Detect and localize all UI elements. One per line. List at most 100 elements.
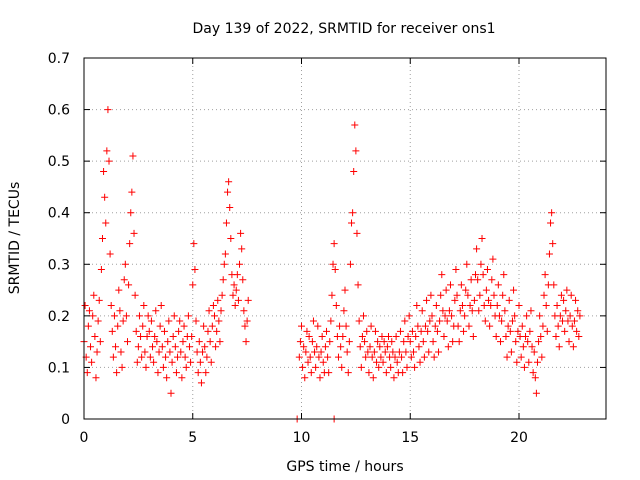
data-point (414, 322, 422, 330)
data-point (175, 327, 183, 335)
data-point (454, 322, 462, 330)
data-point (178, 374, 186, 382)
data-point (195, 338, 203, 346)
data-point (103, 147, 111, 155)
data-point (130, 229, 138, 237)
data-point (564, 317, 572, 325)
data-point (110, 312, 118, 320)
data-point (537, 332, 545, 340)
data-point (565, 338, 573, 346)
data-point (436, 317, 444, 325)
data-point (388, 338, 396, 346)
data-point (458, 302, 466, 310)
data-point (344, 369, 352, 377)
data-point (435, 348, 443, 356)
data-point (202, 369, 210, 377)
data-point (501, 307, 509, 315)
data-point (373, 358, 381, 366)
data-point (432, 302, 440, 310)
data-point (475, 307, 483, 315)
data-point (169, 332, 177, 340)
x-tick-label: 10 (293, 430, 311, 446)
data-point (215, 317, 223, 325)
data-point (156, 322, 164, 330)
data-point (517, 353, 525, 361)
data-point (180, 322, 188, 330)
data-point (114, 322, 122, 330)
data-point (231, 302, 239, 310)
data-point (232, 286, 240, 294)
data-point (508, 317, 516, 325)
data-point (443, 317, 451, 325)
data-point (374, 338, 382, 346)
data-point (531, 374, 539, 382)
data-point (152, 307, 160, 315)
data-point (170, 312, 178, 320)
data-point (369, 374, 377, 382)
data-point (411, 363, 419, 371)
data-point (477, 260, 485, 268)
data-point (337, 343, 345, 351)
data-point (184, 312, 192, 320)
data-point (489, 255, 497, 263)
data-point (562, 307, 570, 315)
data-point (420, 353, 428, 361)
data-point (197, 379, 205, 387)
data-point (377, 353, 385, 361)
data-point (550, 281, 558, 289)
data-point (520, 363, 528, 371)
data-point (101, 193, 109, 201)
data-point (238, 245, 246, 253)
data-point (128, 188, 136, 196)
y-tick-label: 0 (61, 412, 70, 428)
data-point (149, 343, 157, 351)
data-point (174, 353, 182, 361)
data-point (190, 240, 198, 248)
data-point (523, 312, 531, 320)
x-axis-label: GPS time / hours (286, 459, 403, 475)
data-point (157, 302, 165, 310)
data-point (159, 363, 167, 371)
data-point (312, 363, 320, 371)
data-point (430, 353, 438, 361)
data-point (389, 348, 397, 356)
data-point (548, 209, 556, 217)
data-point (358, 332, 366, 340)
data-point (139, 322, 147, 330)
data-point (441, 312, 449, 320)
data-point (132, 327, 140, 335)
data-point (192, 317, 200, 325)
data-point (465, 322, 473, 330)
data-point (463, 260, 471, 268)
data-point (201, 343, 209, 351)
data-point (177, 348, 185, 356)
data-point (392, 332, 400, 340)
data-point (164, 338, 172, 346)
data-point (542, 302, 550, 310)
data-point (200, 322, 208, 330)
data-point (308, 338, 316, 346)
data-point (317, 348, 325, 356)
data-point (115, 286, 123, 294)
data-point (137, 332, 145, 340)
data-point (331, 265, 339, 273)
data-point (328, 291, 336, 299)
data-point (494, 281, 502, 289)
data-point (97, 265, 105, 273)
plot-frame (83, 57, 607, 420)
data-point (354, 281, 362, 289)
data-point (451, 296, 459, 304)
data-point (199, 348, 207, 356)
data-point (536, 312, 544, 320)
data-point (187, 358, 195, 366)
data-point (448, 312, 456, 320)
data-point (85, 307, 93, 315)
data-point (480, 302, 488, 310)
data-point (425, 348, 433, 356)
data-point (107, 302, 115, 310)
data-point (376, 343, 384, 351)
data-point (243, 317, 251, 325)
data-point (557, 291, 565, 299)
data-point (127, 209, 135, 217)
data-point (540, 291, 548, 299)
